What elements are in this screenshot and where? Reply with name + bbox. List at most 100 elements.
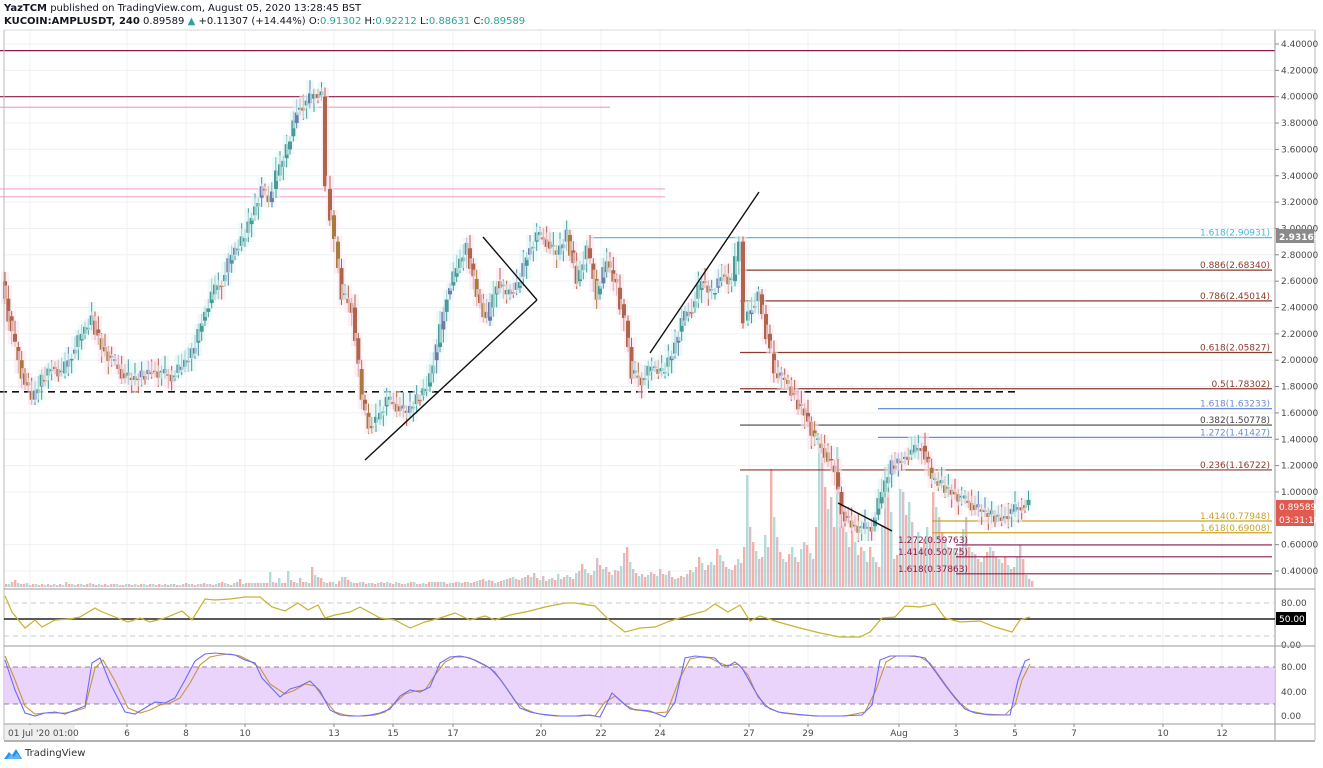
price-tick-label: 2.40000 (1281, 304, 1318, 314)
fib-level-label: 1.618(1.63233) (1200, 400, 1270, 410)
fib-level-label: 0.236(1.16722) (1200, 461, 1270, 471)
time-tick-label: Aug (890, 729, 908, 739)
svg-text:50.00: 50.00 (1279, 615, 1305, 625)
last-price-badge (1276, 500, 1314, 513)
price-tick-label: 4.40000 (1281, 40, 1318, 50)
fib-levels: 1.618(2.90931) 0.886(2.68340) 0.786(2.4501… (590, 229, 1272, 575)
price-pane[interactable] (4, 30, 1275, 588)
symbol-legend: KUCOIN:AMPLUSDT, 240 0.89589 ▲ +0.11307 … (4, 15, 525, 28)
volume-bars (5, 437, 1034, 587)
publish-info: YazTCM published on TradingView.com, Aug… (4, 2, 361, 15)
stoch-k-line (4, 652, 1031, 718)
trendlines[interactable] (364, 191, 893, 532)
fib-level-label: 1.272(0.59763) (898, 536, 968, 546)
price-tick-label: 1.80000 (1281, 383, 1318, 393)
trendline (364, 299, 538, 461)
tradingview-brand[interactable]: TradingView (4, 748, 85, 759)
svg-text:2.93161: 2.93161 (1279, 233, 1320, 243)
last-price: 0.89589 (143, 16, 185, 27)
tradingview-logo-icon (4, 749, 22, 759)
time-tick-label: 20 (535, 729, 547, 739)
trendline (649, 191, 760, 354)
price-axis[interactable]: 4.40000 4.20000 4.00000 3.80000 3.60000 3.400… (1275, 40, 1320, 577)
up-arrow-icon: ▲ (187, 16, 196, 27)
svg-text:03:31:18: 03:31:18 (1279, 516, 1320, 526)
fib-level-label: 1.618(2.90931) (1200, 229, 1270, 239)
fib-level-label: 0.618(2.05827) (1200, 344, 1270, 354)
price-tick-label: 3.60000 (1281, 145, 1318, 155)
fib-level-label: 1.414(0.50775) (898, 548, 968, 558)
time-tick-label: 15 (387, 729, 398, 739)
price-series (1, 80, 1033, 543)
fib-level-label: 0.382(1.50778) (1200, 416, 1270, 426)
price-tick-label: 1.00000 (1281, 488, 1318, 498)
time-tick-label: 27 (743, 729, 754, 739)
time-tick-label: 29 (802, 729, 814, 739)
svg-text:80.00: 80.00 (1281, 599, 1307, 609)
svg-text:0.89589: 0.89589 (1279, 503, 1316, 513)
publisher-name[interactable]: YazTCM (4, 3, 48, 14)
fib-level-label: 1.414(0.77948) (1200, 512, 1270, 522)
low-label: L: (419, 16, 429, 27)
horizontal-lines (0, 49, 1275, 393)
fib-level-label: 0.5(1.78302) (1211, 380, 1270, 390)
time-tick-label: 10 (239, 729, 251, 739)
high-value: 0.92212 (375, 16, 417, 27)
low-value: 0.88631 (428, 16, 471, 27)
price-tick-label: 3.40000 (1281, 172, 1318, 182)
price-tick-label: 0.60000 (1281, 541, 1318, 551)
trendline (837, 502, 893, 532)
price-tick-label: 4.20000 (1281, 66, 1318, 76)
price-tick-label: 2.00000 (1281, 356, 1318, 366)
time-tick-label: 6 (124, 729, 130, 739)
fib-level-label: 1.618(0.37863) (898, 565, 968, 575)
marker-price-badge (1276, 229, 1314, 243)
price-tick-label: 2.60000 (1281, 277, 1318, 287)
published-text: published on TradingView.com, August 05,… (50, 3, 362, 14)
open-value: 0.91302 (319, 16, 362, 27)
time-tick-label: 10 (1157, 729, 1169, 739)
price-tick-label: 0.40000 (1281, 567, 1318, 577)
price-tick-label: 2.80000 (1281, 251, 1318, 261)
high-label: H: (364, 16, 376, 27)
price-tick-label: 3.20000 (1281, 198, 1318, 208)
change-value: +0.11307 (+14.44%) (198, 16, 306, 27)
stoch-band (4, 667, 1275, 704)
fib-level-label: 1.618(0.69008) (1200, 524, 1270, 534)
close-label: C: (473, 16, 484, 27)
price-tick-label: 1.20000 (1281, 462, 1318, 472)
time-tick-label: 8 (183, 729, 189, 739)
stoch-rsi-pane[interactable]: 80.00 40.00 0.00 (4, 652, 1307, 722)
time-axis[interactable]: 01 Jul '20 01:00 6 8 10 13 15 17 20 22 24 27 29 Aug 3… (5, 724, 1228, 740)
rsi-level-badge (1276, 612, 1306, 625)
time-tick-label: 13 (328, 729, 339, 739)
fib-level-label: 0.786(2.45014) (1200, 292, 1270, 302)
price-tick-label: 1.40000 (1281, 435, 1318, 445)
price-tick-label: 1.60000 (1281, 409, 1318, 419)
time-tick-label: 24 (654, 729, 666, 739)
open-label: O: (308, 16, 320, 27)
symbol-label[interactable]: KUCOIN:AMPLUSDT, 240 (4, 16, 140, 27)
svg-text:40.00: 40.00 (1281, 688, 1307, 698)
time-tick-label: 3 (953, 729, 959, 739)
price-tick-label: 2.20000 (1281, 330, 1318, 340)
time-tick-label: 17 (447, 729, 458, 739)
fib-level-label: 0.886(2.68340) (1200, 261, 1270, 271)
time-tick-label: 22 (595, 729, 606, 739)
time-tick-label: 7 (1071, 729, 1077, 739)
price-tick-label: 3.80000 (1281, 119, 1318, 129)
svg-text:0.00: 0.00 (1281, 712, 1301, 722)
fib-level-label: 1.272(1.41427) (1200, 428, 1270, 438)
svg-text:80.00: 80.00 (1281, 663, 1307, 673)
time-tick-label: 01 Jul '20 01:00 (8, 729, 79, 739)
trendline (482, 236, 538, 301)
time-tick-label: 5 (1012, 729, 1018, 739)
close-value: 0.89589 (483, 16, 526, 27)
rsi-line (4, 595, 1031, 638)
brand-label: TradingView (25, 748, 86, 759)
time-tick-label: 12 (1216, 729, 1227, 739)
price-tick-label: 4.00000 (1281, 93, 1318, 103)
countdown-badge (1276, 513, 1314, 526)
